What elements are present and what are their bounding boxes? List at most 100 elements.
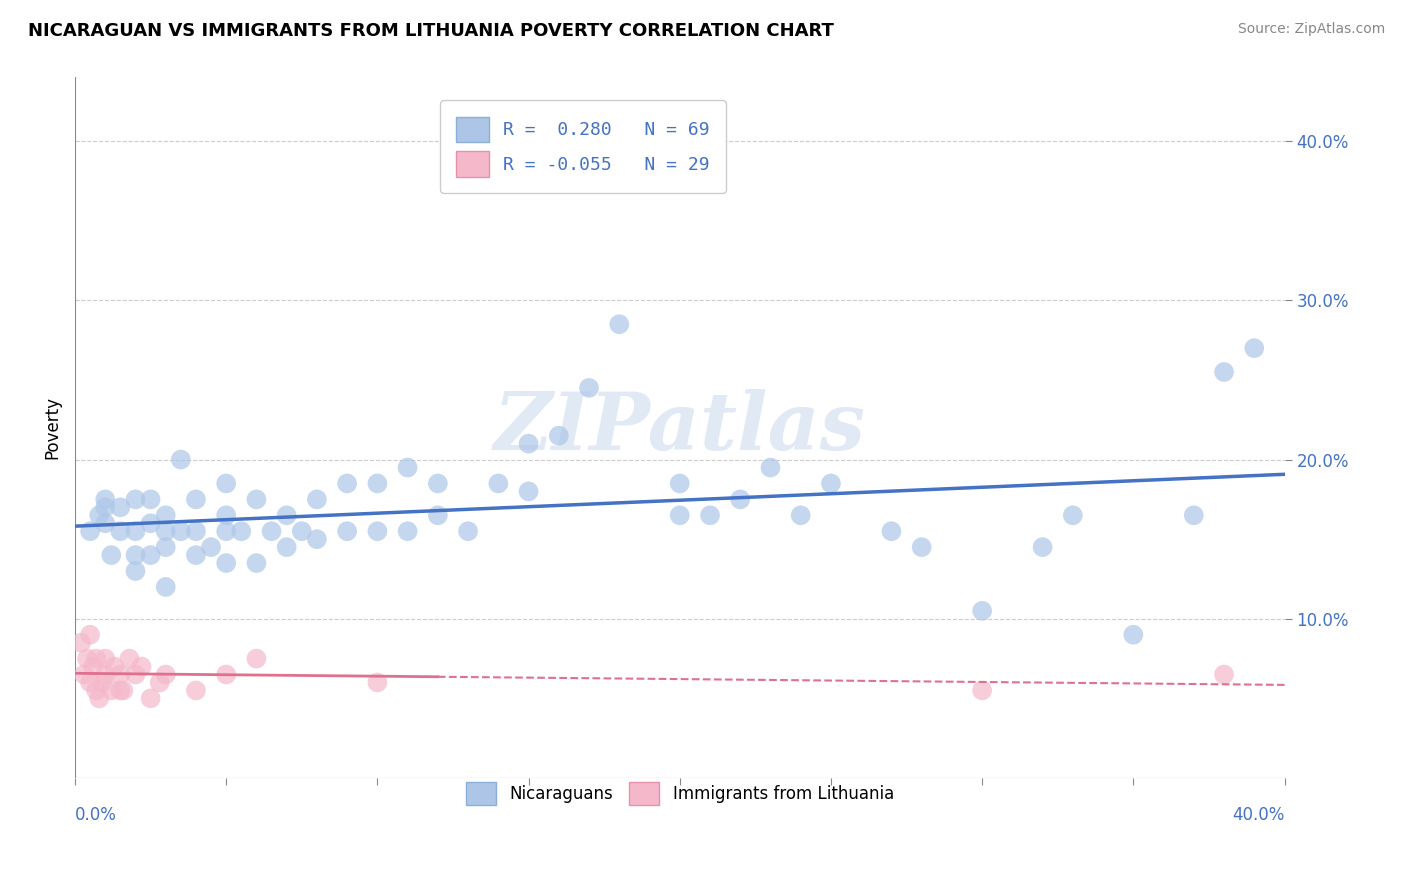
Point <box>276 540 298 554</box>
Point <box>76 651 98 665</box>
Point <box>131 659 153 673</box>
Point <box>305 492 328 507</box>
Point <box>215 476 238 491</box>
Point <box>184 524 207 539</box>
Point <box>1122 628 1144 642</box>
Point <box>426 476 449 491</box>
Point <box>170 452 193 467</box>
Point <box>728 492 751 507</box>
Point <box>336 524 359 539</box>
Point <box>94 516 117 531</box>
Point <box>100 683 122 698</box>
Point <box>170 524 193 539</box>
Point <box>396 460 419 475</box>
Point <box>276 508 298 523</box>
Point <box>260 524 283 539</box>
Point <box>94 667 117 681</box>
Point <box>517 484 540 499</box>
Point <box>215 524 238 539</box>
Point <box>124 524 146 539</box>
Point <box>215 667 238 681</box>
Point <box>668 476 690 491</box>
Point <box>82 659 104 673</box>
Legend: Nicaraguans, Immigrants from Lithuania: Nicaraguans, Immigrants from Lithuania <box>453 769 907 819</box>
Point <box>155 580 177 594</box>
Point <box>245 651 267 665</box>
Point <box>699 508 721 523</box>
Point <box>155 540 177 554</box>
Point <box>486 476 509 491</box>
Point <box>70 635 93 649</box>
Point <box>139 492 162 507</box>
Y-axis label: Poverty: Poverty <box>44 396 60 459</box>
Point <box>124 492 146 507</box>
Point <box>759 460 782 475</box>
Point <box>607 317 630 331</box>
Point <box>305 532 328 546</box>
Point <box>91 675 114 690</box>
Point <box>184 683 207 698</box>
Point <box>215 508 238 523</box>
Point <box>426 508 449 523</box>
Point <box>457 524 479 539</box>
Point <box>215 556 238 570</box>
Point <box>789 508 811 523</box>
Point <box>155 667 177 681</box>
Point <box>110 667 132 681</box>
Point <box>972 604 994 618</box>
Point <box>124 667 146 681</box>
Point <box>291 524 314 539</box>
Point <box>366 476 388 491</box>
Point <box>73 667 96 681</box>
Point <box>911 540 934 554</box>
Point <box>366 524 388 539</box>
Point <box>1032 540 1054 554</box>
Point <box>336 476 359 491</box>
Point <box>139 516 162 531</box>
Point <box>118 651 141 665</box>
Text: Source: ZipAtlas.com: Source: ZipAtlas.com <box>1237 22 1385 37</box>
Point <box>1182 508 1205 523</box>
Point <box>1213 667 1236 681</box>
Text: NICARAGUAN VS IMMIGRANTS FROM LITHUANIA POVERTY CORRELATION CHART: NICARAGUAN VS IMMIGRANTS FROM LITHUANIA … <box>28 22 834 40</box>
Point <box>972 683 994 698</box>
Point <box>396 524 419 539</box>
Point <box>231 524 253 539</box>
Point <box>1243 341 1265 355</box>
Point <box>547 428 569 442</box>
Point <box>124 548 146 562</box>
Point <box>112 683 135 698</box>
Point <box>124 564 146 578</box>
Text: 40.0%: 40.0% <box>1232 806 1285 824</box>
Point <box>139 691 162 706</box>
Point <box>79 524 101 539</box>
Text: ZIPatlas: ZIPatlas <box>494 389 866 467</box>
Point <box>200 540 222 554</box>
Point <box>110 683 132 698</box>
Point <box>94 651 117 665</box>
Point <box>155 508 177 523</box>
Point <box>94 492 117 507</box>
Point <box>517 436 540 450</box>
Point <box>79 628 101 642</box>
Point <box>89 508 111 523</box>
Point <box>184 492 207 507</box>
Point <box>245 492 267 507</box>
Point <box>668 508 690 523</box>
Point <box>79 675 101 690</box>
Point <box>100 548 122 562</box>
Point <box>880 524 903 539</box>
Point <box>94 500 117 515</box>
Point <box>110 500 132 515</box>
Point <box>366 675 388 690</box>
Point <box>155 524 177 539</box>
Text: 0.0%: 0.0% <box>75 806 117 824</box>
Point <box>184 548 207 562</box>
Point <box>1213 365 1236 379</box>
Point <box>89 691 111 706</box>
Point <box>820 476 842 491</box>
Point <box>110 524 132 539</box>
Point <box>139 548 162 562</box>
Point <box>578 381 600 395</box>
Point <box>1062 508 1084 523</box>
